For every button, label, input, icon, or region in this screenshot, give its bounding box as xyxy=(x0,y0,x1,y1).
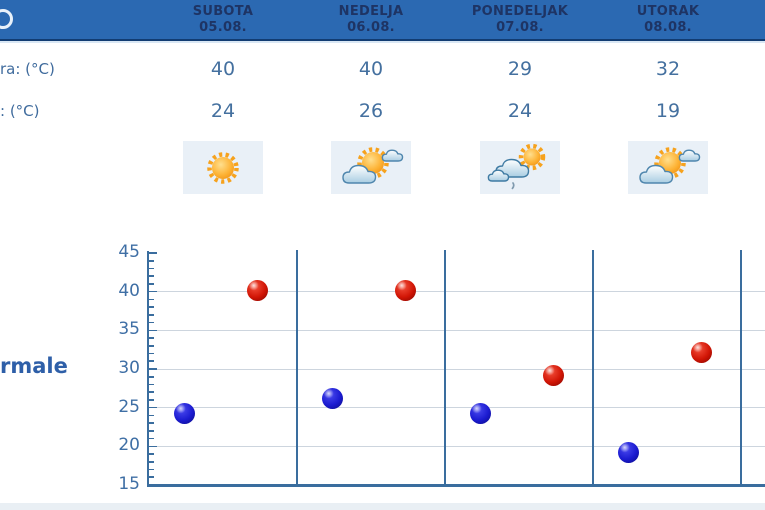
panel-divider xyxy=(739,250,742,487)
panel-divider xyxy=(295,250,298,487)
data-point-max-subota xyxy=(247,279,268,301)
y-axis-line xyxy=(147,251,149,487)
y-minor-tick xyxy=(149,306,154,308)
y-major-tick xyxy=(149,368,157,370)
y-minor-tick xyxy=(149,476,154,479)
day-name: NEDELJA xyxy=(338,4,404,19)
max-temp-row-label: ra: (°C) xyxy=(0,60,55,78)
day-date: 05.08. xyxy=(199,20,247,35)
weather-icon-sunny xyxy=(183,141,263,194)
data-point-min-nedelja xyxy=(321,387,343,409)
chart-side-label: rmale xyxy=(0,354,68,378)
y-minor-tick xyxy=(149,283,154,285)
y-minor-tick xyxy=(149,321,154,324)
y-minor-tick xyxy=(149,345,154,347)
day-date: 06.08. xyxy=(347,20,395,35)
y-axis-label: 25 xyxy=(118,396,140,417)
min-temp-value: 19 xyxy=(655,100,681,122)
logo-fragment xyxy=(0,9,13,29)
header-divider-line xyxy=(0,41,765,43)
max-temp-value: 40 xyxy=(358,58,384,80)
y-major-tick xyxy=(149,406,157,409)
y-minor-tick xyxy=(149,383,154,386)
y-minor-tick xyxy=(149,453,154,455)
y-major-tick xyxy=(149,484,157,486)
day-name: UTORAK xyxy=(636,4,700,19)
y-minor-tick xyxy=(149,352,154,355)
y-minor-tick xyxy=(149,461,154,463)
y-axis-label: 45 xyxy=(118,242,140,262)
y-minor-tick xyxy=(149,414,154,417)
day-header-nedelja: NEDELJA 06.08. xyxy=(297,4,445,36)
y-axis-label: 30 xyxy=(118,358,140,378)
min-temp-value: 24 xyxy=(210,100,236,122)
next-section-edge xyxy=(0,503,765,510)
day-header-utorak: UTORAK 08.08. xyxy=(594,4,742,36)
day-header-subota: SUBOTA 05.08. xyxy=(149,4,297,36)
y-minor-tick xyxy=(149,360,154,363)
gridline-20 xyxy=(148,445,765,447)
y-axis-label: 20 xyxy=(118,435,140,456)
day-date: 08.08. xyxy=(644,20,692,35)
data-point-min-ponedeljak xyxy=(469,403,491,425)
y-major-tick xyxy=(149,252,157,254)
day-name: SUBOTA xyxy=(192,4,254,19)
gridline-35 xyxy=(148,329,765,331)
min-temp-value: 26 xyxy=(358,100,384,122)
panel-divider xyxy=(443,250,446,487)
max-temp-value: 40 xyxy=(210,58,236,80)
y-minor-tick xyxy=(149,298,154,301)
y-axis-label: 40 xyxy=(118,280,140,301)
min-temp-row-label: : (°C) xyxy=(0,102,40,120)
day-name: PONEDELJAK xyxy=(471,4,569,19)
y-minor-tick xyxy=(149,437,154,440)
y-major-tick xyxy=(149,445,157,448)
min-temp-value: 24 xyxy=(507,100,533,122)
x-axis-line xyxy=(146,483,765,487)
y-axis-label: 35 xyxy=(118,319,140,340)
panel-divider xyxy=(591,250,594,487)
y-minor-tick xyxy=(149,430,154,432)
y-minor-tick xyxy=(149,259,154,262)
data-point-max-nedelja xyxy=(395,279,416,301)
y-minor-tick xyxy=(149,275,154,277)
weather-icon-cloudy-light-rain xyxy=(480,141,560,194)
y-axis-label: 15 xyxy=(118,474,140,494)
y-minor-tick xyxy=(149,391,154,393)
y-minor-tick xyxy=(149,375,154,378)
day-header-ponedeljak: PONEDELJAK 07.08. xyxy=(446,4,594,36)
y-minor-tick xyxy=(149,399,154,401)
forecast-header-bar xyxy=(0,0,765,41)
y-major-tick xyxy=(149,290,157,293)
weather-icon-partly-cloudy xyxy=(331,141,411,194)
y-major-tick xyxy=(149,329,157,332)
data-point-max-ponedeljak xyxy=(543,364,564,386)
gridline-40 xyxy=(148,291,765,293)
data-point-max-utorak xyxy=(691,341,712,363)
y-minor-tick xyxy=(149,314,154,316)
y-minor-tick xyxy=(149,468,154,471)
day-date: 07.08. xyxy=(496,20,544,35)
data-point-min-utorak xyxy=(617,442,639,464)
data-point-min-subota xyxy=(173,403,195,425)
gridline-25 xyxy=(148,407,765,409)
y-minor-tick xyxy=(149,337,154,339)
y-minor-tick xyxy=(149,267,154,270)
weather-icon-partly-cloudy xyxy=(628,141,708,194)
max-temp-value: 29 xyxy=(507,58,533,80)
y-minor-tick xyxy=(149,422,154,424)
max-temp-value: 32 xyxy=(655,58,681,80)
gridline-30 xyxy=(148,368,765,370)
